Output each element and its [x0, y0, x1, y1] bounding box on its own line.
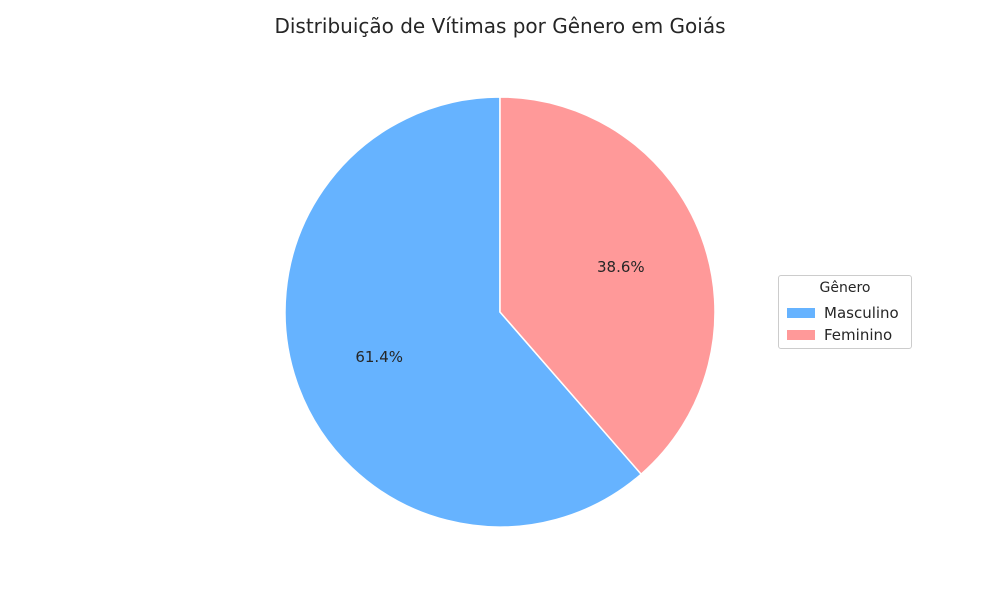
legend-title: Gênero [819, 280, 871, 296]
legend-item-masculino: Masculino [787, 304, 899, 322]
legend: Gênero Masculino Feminino [778, 275, 912, 349]
pie-label-masculino: 61.4% [355, 348, 403, 366]
legend-label-feminino: Feminino [824, 326, 893, 344]
chart-title: Distribuição de Vítimas por Gênero em Go… [274, 14, 726, 38]
legend-label-masculino: Masculino [824, 304, 899, 322]
legend-swatch-masculino [787, 308, 815, 318]
legend-swatch-feminino [787, 330, 815, 340]
pie-label-feminino: 38.6% [597, 258, 645, 276]
legend-item-feminino: Feminino [787, 326, 892, 344]
pie-slices [284, 96, 716, 528]
pie-slice-masculino [284, 96, 643, 528]
pie-slice-feminino [499, 96, 716, 476]
pie-labels: 61.4% 38.6% [355, 258, 644, 366]
